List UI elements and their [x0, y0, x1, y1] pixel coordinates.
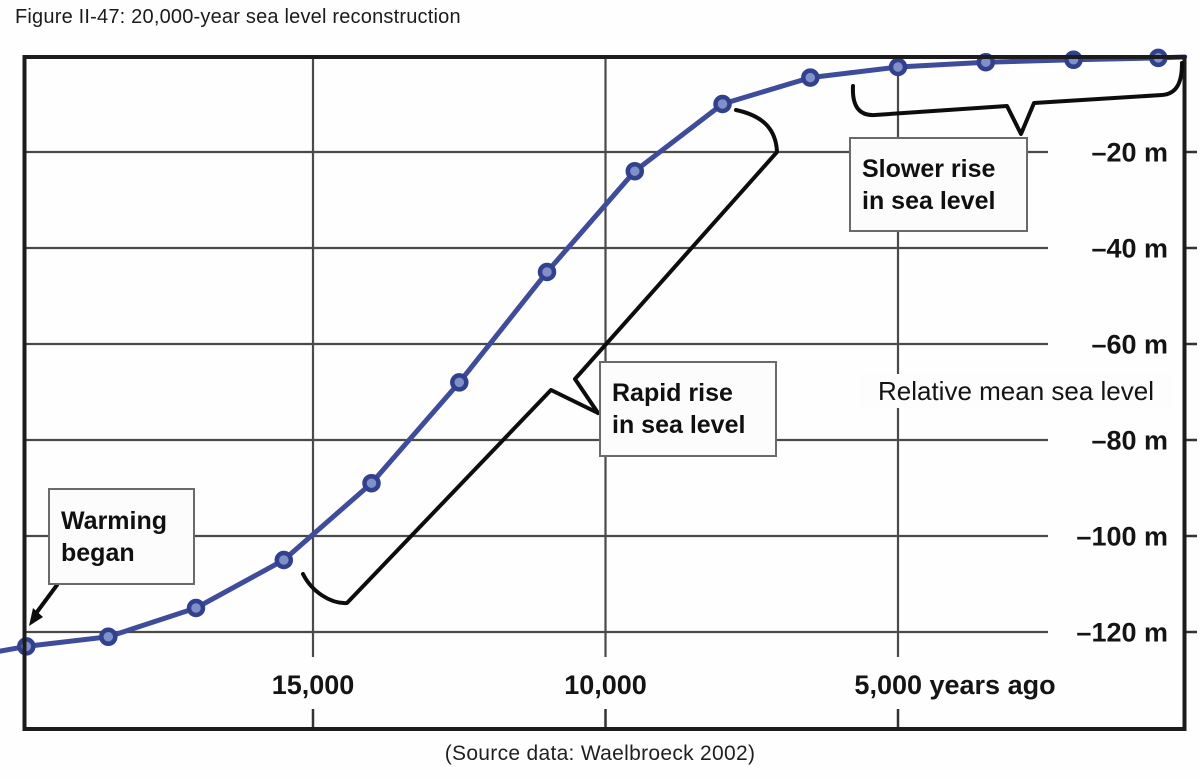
- x-tick-label: 5,000 years ago: [854, 670, 1055, 700]
- data-point-marker: [537, 262, 557, 282]
- data-point-marker: [1064, 50, 1083, 70]
- y-tick-label: –40 m: [1091, 234, 1168, 264]
- data-point-marker: [888, 57, 908, 77]
- source-caption: (Source data: Waelbroeck 2002): [444, 742, 756, 765]
- y-tick-label: –20 m: [1091, 138, 1168, 168]
- annotation-line: Warming: [61, 506, 168, 535]
- annotation-line: in sea level: [862, 186, 996, 215]
- y-tick-label: –100 m: [1076, 522, 1168, 552]
- figure-title: Figure II-47: 20,000-year sea level reco…: [15, 6, 461, 28]
- y-tick-label: –120 m: [1076, 618, 1168, 648]
- slower-rise-brace: [850, 61, 1184, 136]
- annotation-line: Rapid rise: [612, 379, 733, 407]
- x-tick-label: 15,000: [272, 670, 355, 700]
- rapid-rise-brace: [301, 108, 779, 606]
- data-point-marker: [186, 598, 206, 618]
- data-point-marker: [274, 550, 294, 570]
- plot-border: [22, 55, 1187, 731]
- y-axis-note: Relative mean sea level: [860, 374, 1172, 408]
- warming-began-arrow: [29, 583, 59, 626]
- y-tick-label: –60 m: [1091, 330, 1168, 360]
- annotation-line: began: [61, 538, 135, 567]
- data-point-marker: [99, 627, 118, 647]
- sea-level-curve: [0, 54, 1188, 654]
- sea-level-series: [0, 48, 1188, 656]
- data-point-marker: [713, 94, 732, 114]
- annotation-warming-began: Warming began: [48, 488, 195, 585]
- data-point-marker: [362, 473, 381, 493]
- annotation-line: in sea level: [612, 411, 746, 439]
- annotation-line: Slower rise: [862, 154, 996, 183]
- axis-labels: –20 m –40 m –60 m –80 m –100 m –120 m 15,000 10…: [272, 138, 1168, 701]
- annotation-slower-rise: Slower rise in sea level: [849, 137, 1028, 232]
- data-point-marker: [625, 161, 645, 181]
- data-point-marker: [450, 373, 469, 392]
- y-tick-label: –80 m: [1091, 426, 1168, 456]
- data-point-marker: [801, 68, 820, 87]
- annotation-rapid-rise: Rapid rise in sea level: [599, 361, 777, 457]
- x-tick-label: 10,000: [564, 670, 647, 700]
